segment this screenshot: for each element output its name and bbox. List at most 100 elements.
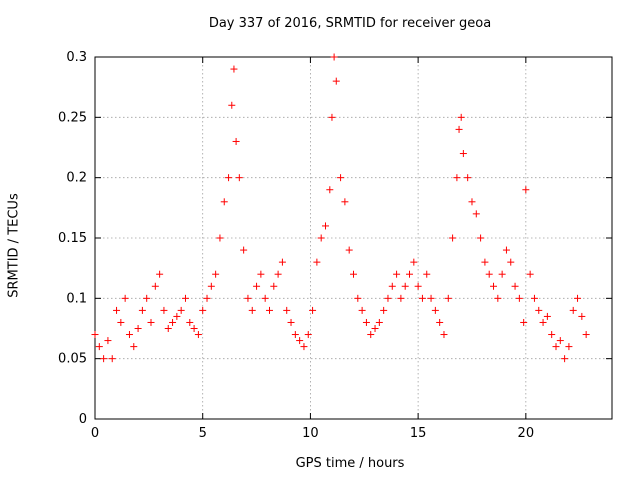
data-point — [108, 355, 116, 363]
data-point — [332, 77, 340, 85]
data-point — [138, 306, 146, 314]
data-point — [380, 306, 388, 314]
data-point — [578, 312, 586, 320]
data-point — [278, 258, 286, 266]
data-point — [160, 306, 168, 314]
data-point — [582, 331, 590, 339]
data-point — [113, 306, 121, 314]
data-point — [440, 331, 448, 339]
data-point — [235, 174, 243, 182]
data-point — [194, 331, 202, 339]
data-point — [423, 270, 431, 278]
data-point — [464, 174, 472, 182]
data-point — [230, 65, 238, 73]
data-point — [350, 270, 357, 278]
data-point — [530, 294, 538, 302]
data-point — [418, 294, 426, 302]
data-point — [147, 318, 155, 326]
data-point — [225, 174, 233, 182]
data-point — [388, 282, 396, 290]
data-point — [485, 270, 493, 278]
data-point — [459, 150, 467, 158]
data-point — [371, 325, 379, 332]
data-point — [397, 294, 405, 302]
data-point — [477, 234, 485, 242]
data-point — [156, 270, 164, 278]
x-tick-label: 10 — [302, 426, 319, 441]
data-point — [341, 198, 349, 206]
data-point — [321, 222, 329, 230]
data-point — [561, 355, 569, 363]
data-point — [190, 325, 198, 332]
data-point — [367, 331, 375, 339]
data-point — [455, 125, 463, 133]
data-point — [261, 294, 269, 302]
x-tick-label: 5 — [199, 426, 207, 441]
data-point — [173, 312, 181, 320]
x-tick-label: 20 — [518, 426, 535, 441]
data-point — [494, 294, 502, 302]
data-point — [481, 258, 489, 266]
data-point — [248, 306, 256, 314]
data-point — [543, 312, 551, 320]
data-point — [375, 318, 383, 326]
data-point — [507, 258, 515, 266]
x-tick-label: 15 — [410, 426, 427, 441]
data-point — [490, 282, 498, 290]
data-point — [253, 282, 261, 290]
data-point — [317, 234, 325, 242]
data-point — [449, 234, 457, 242]
data-point — [548, 331, 556, 339]
data-point — [130, 343, 138, 351]
chart-title: Day 337 of 2016, SRMTID for receiver geo… — [208, 16, 492, 31]
data-point — [296, 337, 304, 345]
data-point — [220, 198, 228, 206]
data-point — [164, 325, 172, 332]
data-point — [444, 294, 452, 302]
data-point — [125, 331, 133, 339]
data-point — [100, 355, 108, 363]
data-point — [472, 210, 480, 218]
x-axis-label: GPS time / hours — [295, 456, 405, 471]
data-point — [569, 306, 577, 314]
data-point — [427, 294, 435, 302]
data-point — [345, 246, 353, 254]
data-point — [287, 318, 295, 326]
data-point — [216, 234, 224, 242]
y-tick-label: 0.2 — [66, 171, 87, 186]
data-point — [309, 306, 317, 314]
data-point — [406, 270, 414, 278]
data-point — [436, 318, 444, 326]
data-point — [151, 282, 159, 290]
data-point — [134, 325, 142, 332]
data-point — [502, 246, 510, 254]
data-point — [511, 282, 519, 290]
data-point — [228, 101, 236, 109]
data-point — [326, 186, 334, 194]
y-tick-label: 0.05 — [58, 352, 87, 367]
data-point — [283, 306, 291, 314]
data-point — [177, 306, 185, 314]
y-tick-label: 0 — [79, 412, 87, 427]
data-point — [328, 113, 336, 121]
data-point — [535, 306, 543, 314]
data-point — [539, 318, 547, 326]
data-point — [244, 294, 252, 302]
data-point — [304, 331, 312, 339]
data-point — [104, 337, 112, 345]
y-tick-label: 0.1 — [66, 291, 87, 306]
data-point — [240, 246, 248, 254]
data-point — [169, 318, 177, 326]
data-point — [203, 294, 211, 302]
data-point — [199, 306, 207, 314]
data-point — [270, 282, 278, 290]
data-point — [414, 282, 422, 290]
data-point — [95, 343, 103, 351]
data-point — [232, 137, 240, 145]
data-point — [431, 306, 439, 314]
data-point — [515, 294, 523, 302]
data-point — [362, 318, 370, 326]
data-point — [186, 318, 194, 326]
